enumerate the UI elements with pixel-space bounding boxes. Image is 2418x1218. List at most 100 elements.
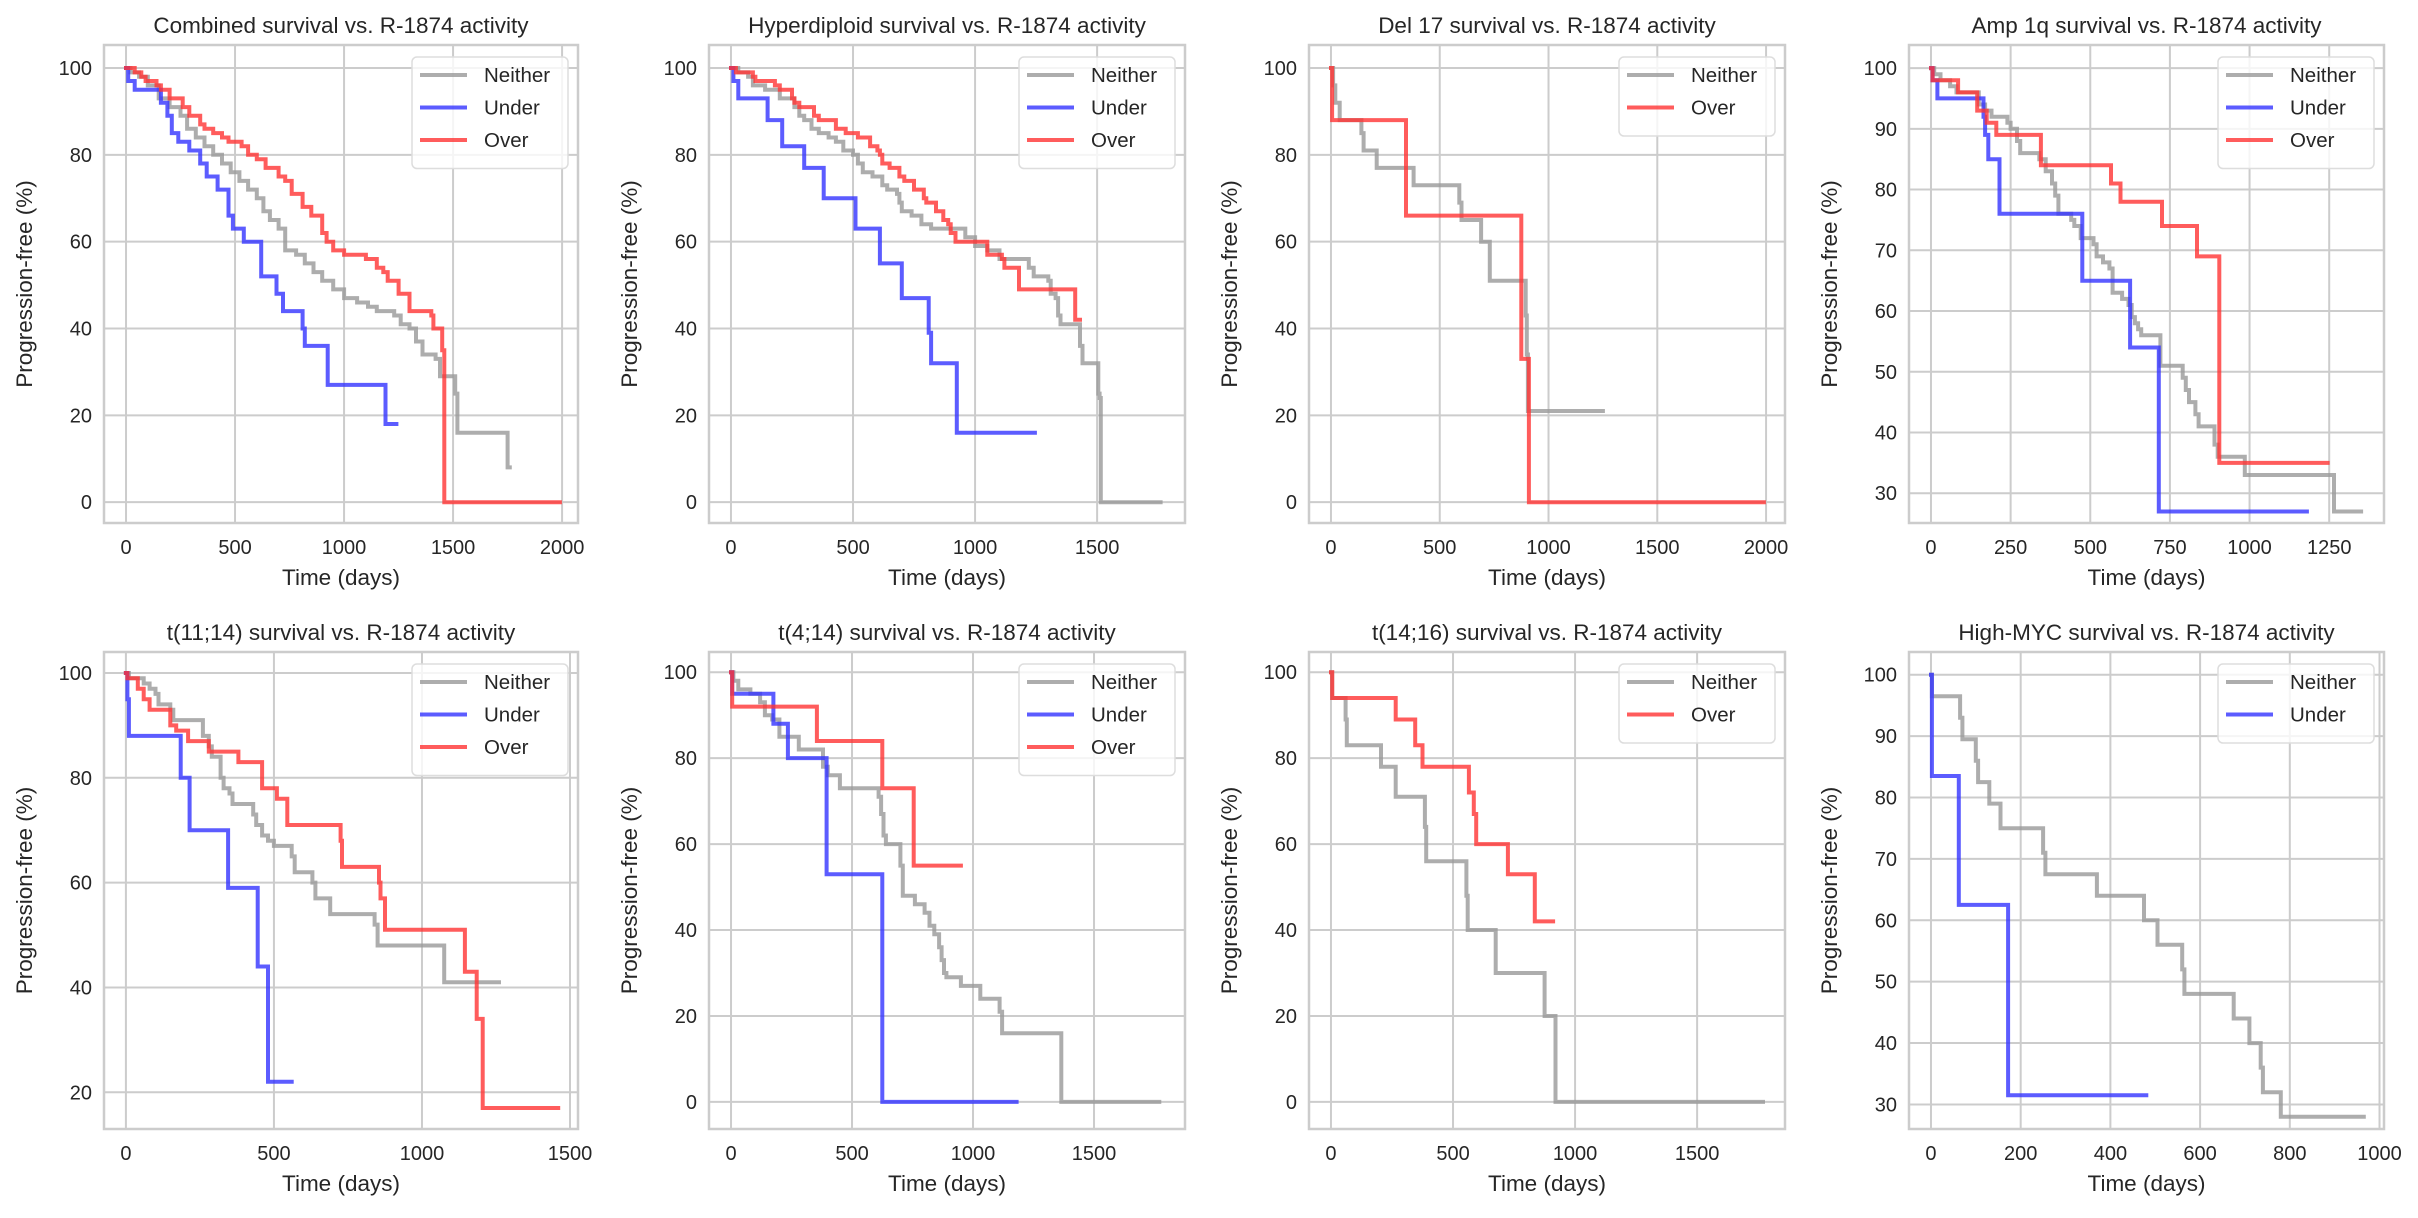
x-tick-label: 250 (1994, 537, 2027, 559)
legend: Neither Over (1618, 56, 1776, 137)
y-tick-label: 90 (1875, 726, 1897, 748)
y-axis-label: Progression-free (%) (1217, 180, 1242, 388)
y-tick-label: 20 (675, 405, 697, 427)
y-tick-label: 70 (1875, 849, 1897, 871)
survival-curve-neither (124, 66, 512, 470)
x-tick-label: 1250 (2307, 537, 2352, 559)
axes-frame (1307, 650, 1787, 1131)
survival-curve-neither (1929, 672, 2366, 1119)
y-axis-label: Progression-free (%) (12, 180, 37, 388)
survival-curve-under (124, 66, 399, 426)
legend: Neither Under Over (411, 663, 569, 777)
x-tick-label: 2000 (540, 537, 585, 559)
x-tick-label: 1500 (1072, 1143, 1117, 1165)
survival-curve-over (1329, 670, 1556, 924)
legend-label: Over (1691, 704, 1736, 727)
panel-amp-1q: 0 250 500 750 1000 1250 30 40 50 60 70 80 90 100 Amp 1… (1817, 13, 2386, 590)
legend-label: Neither (484, 64, 550, 87)
x-tick-label: 1000 (2227, 537, 2272, 559)
y-tick-label: 60 (1275, 232, 1297, 254)
x-tick-label: 400 (2094, 1143, 2127, 1165)
legend: Neither Under Over (411, 56, 569, 170)
y-tick-label: 40 (70, 977, 92, 999)
legend-label: Neither (1091, 64, 1157, 87)
survival-curve-over (123, 671, 561, 1110)
x-tick-label: 1500 (1635, 537, 1680, 559)
axes-frame (1907, 650, 2386, 1131)
x-tick-label: 500 (218, 537, 251, 559)
y-tick-label: 60 (1875, 910, 1897, 932)
axes-frame (102, 650, 580, 1131)
y-tick-label: 0 (686, 492, 697, 514)
y-tick-label: 30 (1875, 1094, 1897, 1116)
y-axis-label: Progression-free (%) (1817, 180, 1842, 388)
y-tick-label: 100 (1264, 58, 1297, 80)
x-tick-label: 0 (725, 537, 736, 559)
chart-title: Combined survival vs. R-1874 activity (153, 13, 529, 38)
y-axis-label: Progression-free (%) (1817, 787, 1842, 995)
x-tick-label: 1000 (951, 1143, 996, 1165)
survival-curve-under (1929, 672, 2149, 1098)
x-tick-label: 1000 (400, 1143, 445, 1165)
x-tick-label: 200 (2004, 1143, 2037, 1165)
legend-label: Over (484, 129, 529, 152)
legend: Neither Under Over (1018, 663, 1176, 777)
y-tick-label: 100 (664, 662, 697, 684)
y-axis-label: Progression-free (%) (12, 787, 37, 995)
x-tick-label: 0 (120, 537, 131, 559)
legend: Neither Under Over (2217, 56, 2375, 170)
axes-frame (707, 650, 1187, 1131)
curves (124, 66, 562, 505)
y-tick-label: 0 (1286, 492, 1297, 514)
panel-hyperdiploid: 0 500 1000 1500 0 20 40 60 80 100 Hyperdiploid sur… (617, 13, 1187, 590)
legend-label: Over (1691, 97, 1736, 120)
legend: Neither Under Over (1018, 56, 1176, 170)
x-tick-label: 500 (836, 537, 869, 559)
x-axis-label: Time (days) (888, 1171, 1006, 1196)
chart-title: Del 17 survival vs. R-1874 activity (1378, 13, 1716, 38)
y-tick-label: 0 (1286, 1092, 1297, 1114)
legend: Neither Over (1618, 663, 1776, 744)
curves (729, 670, 1162, 1104)
x-tick-label: 1000 (322, 537, 367, 559)
survival-curve-under (123, 671, 294, 1084)
legend-label: Neither (484, 671, 550, 694)
survival-curve-neither (729, 66, 1163, 505)
y-tick-label: 60 (70, 232, 92, 254)
legend-label: Under (1091, 97, 1147, 120)
panel-high-myc: 0 200 400 600 800 1000 30 40 50 60 70 80 90 100 High-M… (1817, 620, 2402, 1196)
x-tick-label: 600 (2183, 1143, 2216, 1165)
y-tick-label: 100 (1864, 665, 1897, 687)
x-tick-label: 500 (2074, 537, 2107, 559)
x-tick-label: 500 (835, 1143, 868, 1165)
y-tick-label: 80 (675, 748, 697, 770)
legend-label: Over (2290, 129, 2335, 152)
x-tick-label: 500 (1423, 537, 1456, 559)
survival-curve-under (729, 66, 1037, 435)
y-tick-label: 40 (70, 319, 92, 341)
axes-frame (102, 43, 580, 525)
x-tick-label: 750 (2153, 537, 2186, 559)
y-tick-label: 80 (1275, 748, 1297, 770)
x-tick-label: 1500 (1675, 1143, 1720, 1165)
x-tick-label: 500 (1436, 1143, 1469, 1165)
y-axis-label: Progression-free (%) (1217, 787, 1242, 995)
chart-title: t(4;14) survival vs. R-1874 activity (778, 620, 1116, 645)
x-tick-label: 0 (1925, 1143, 1936, 1165)
y-tick-label: 80 (1875, 787, 1897, 809)
legend-label: Under (484, 97, 540, 120)
panel-t-11-14: 0 500 1000 1500 20 40 60 80 100 t(11;14) survival… (12, 620, 592, 1196)
y-tick-label: 80 (675, 145, 697, 167)
survival-curve-neither (123, 671, 501, 985)
chart-title: Hyperdiploid survival vs. R-1874 activit… (748, 13, 1146, 38)
y-tick-label: 60 (70, 873, 92, 895)
y-tick-label: 30 (1875, 483, 1897, 505)
x-tick-label: 0 (1325, 537, 1336, 559)
legend-label: Over (1091, 129, 1136, 152)
survival-curve-neither (1329, 670, 1765, 1104)
x-tick-label: 1000 (1553, 1143, 1598, 1165)
y-tick-label: 90 (1875, 119, 1897, 141)
x-tick-label: 1000 (1526, 537, 1571, 559)
x-tick-label: 0 (120, 1143, 131, 1165)
survival-curve-under (1929, 66, 2309, 514)
